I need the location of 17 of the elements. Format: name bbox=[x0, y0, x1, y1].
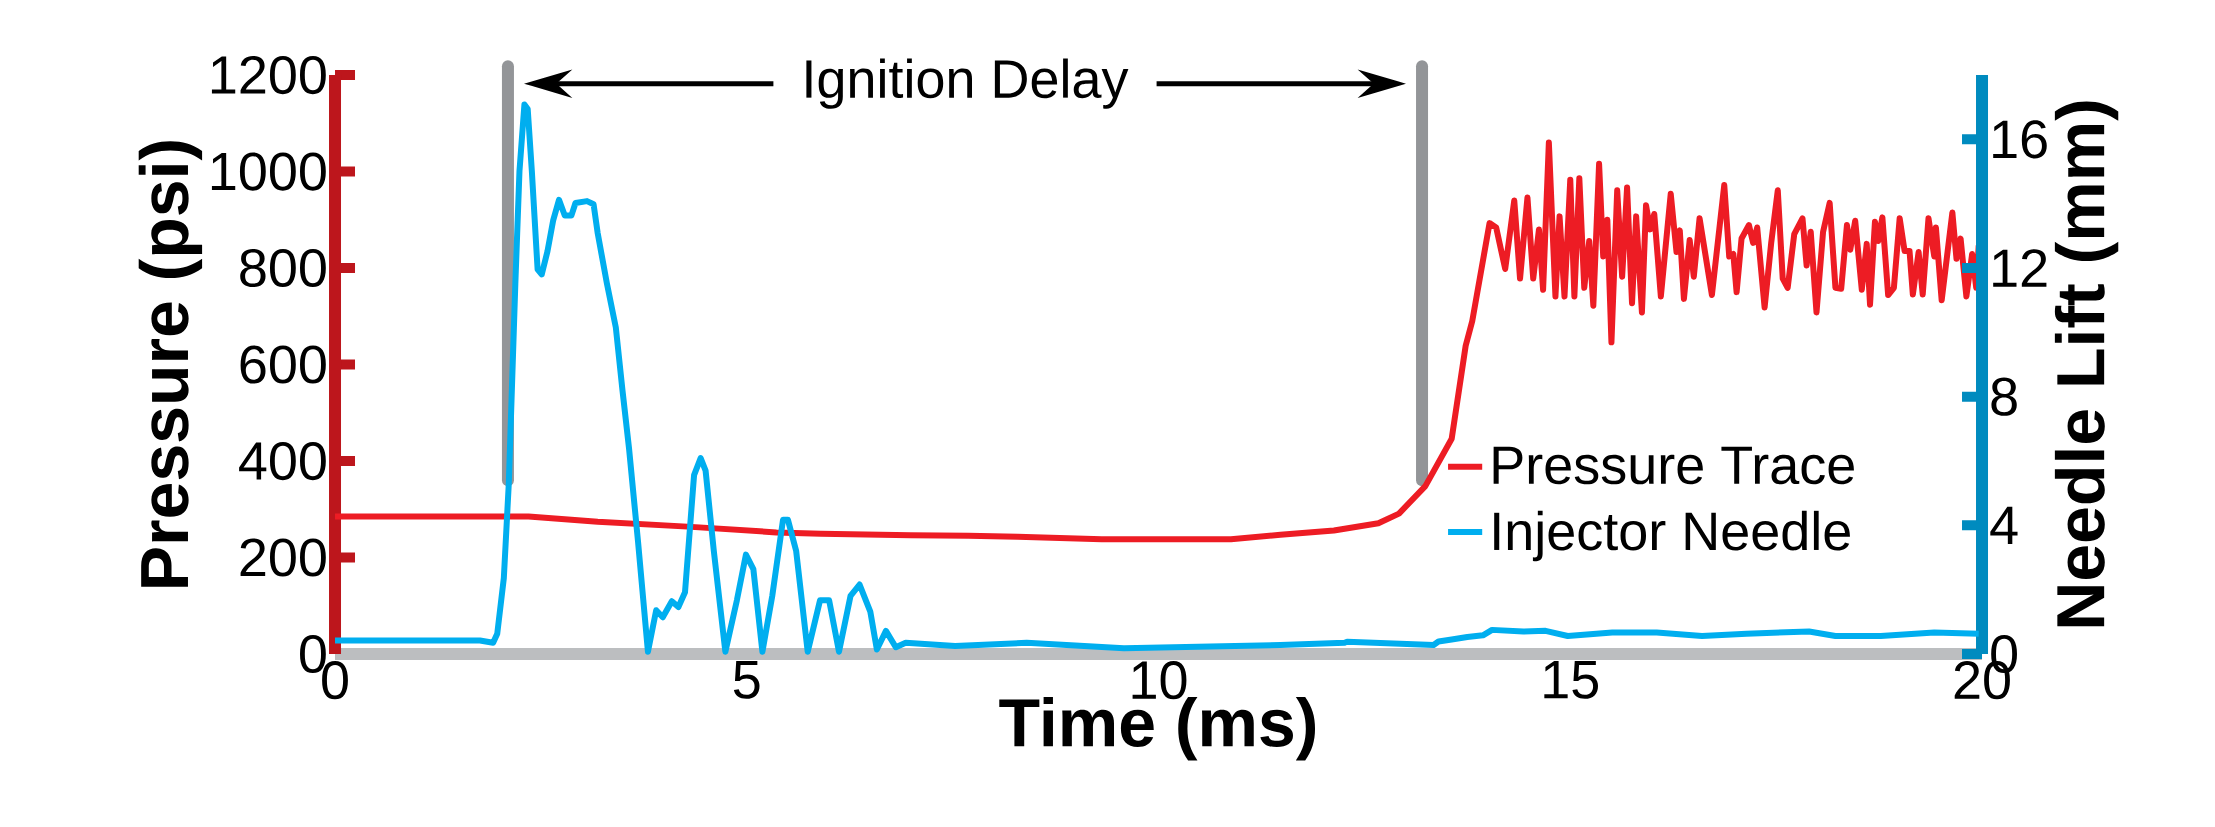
y-tick-label: 200 bbox=[240, 538, 326, 577]
y-tick-label: 800 bbox=[240, 248, 326, 288]
y-tick-label: 1200 bbox=[211, 55, 326, 95]
y-tick-label: 400 bbox=[239, 441, 326, 481]
y-tick-label: 1000 bbox=[211, 152, 326, 191]
y-tick-label: 600 bbox=[240, 345, 326, 384]
y2-tick-label: 4 bbox=[1990, 506, 2018, 544]
y2-axis-title: Needle Lift (mm) bbox=[2054, 101, 2119, 627]
annotation: Ignition Delay bbox=[806, 58, 1129, 109]
y-axis-title: Pressure (psi) bbox=[138, 141, 203, 587]
legend-label: Pressure Trace bbox=[1493, 446, 1854, 485]
legend-label: Injector Needle bbox=[1494, 510, 1850, 562]
x-tick-label: 5 bbox=[733, 661, 760, 699]
y2-tick-label: 8 bbox=[1991, 377, 2017, 416]
y2-tick-label: 12 bbox=[1993, 249, 2047, 287]
x-tick-label: 15 bbox=[1544, 661, 1599, 699]
y2-tick-label: 16 bbox=[1993, 120, 2047, 159]
